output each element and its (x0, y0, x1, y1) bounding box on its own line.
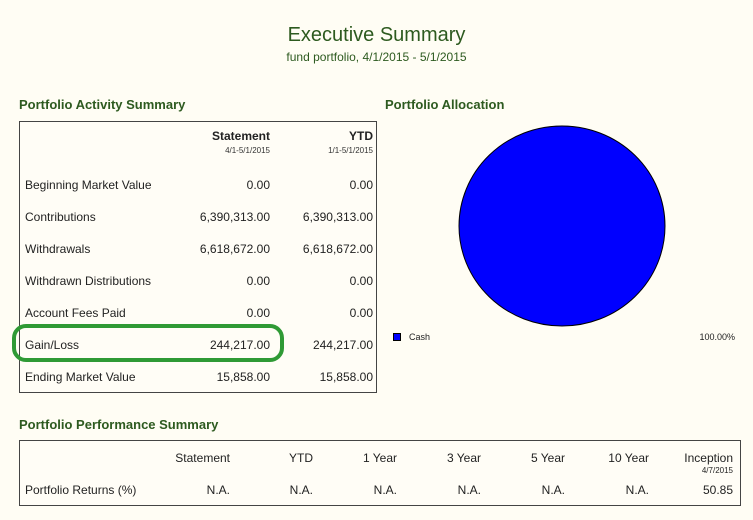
activity-heading: Portfolio Activity Summary (19, 97, 186, 112)
col-header-statement: Statement (211, 129, 270, 143)
row-statement-gain-loss: 244,217.00 (209, 338, 270, 352)
row-ytd-beginning-market-value: 0.00 (349, 178, 373, 192)
perf-val-5-year: N.A. (541, 483, 565, 497)
row-ytd-ending-market-value: 15,858.00 (319, 370, 373, 384)
col-header-ytd: YTD (349, 129, 373, 143)
col-sub-statement: 4/1-5/1/2015 (225, 146, 270, 155)
row-statement-ending-market-value: 15,858.00 (216, 370, 270, 384)
row-ytd-withdrawals: 6,618,672.00 (302, 242, 373, 256)
row-label-gain-loss: Gain/Loss (25, 338, 80, 352)
row-statement-account-fees-paid: 0.00 (246, 306, 270, 320)
legend-percent-cash: 100.00% (699, 332, 735, 342)
row-ytd-gain-loss: 244,217.00 (312, 338, 373, 352)
perf-val-3-year: N.A. (457, 483, 481, 497)
performance-summary-table: Statement YTD 1 Year 3 Year 5 Year 10 Ye… (19, 440, 741, 506)
perf-col-statement: Statement (175, 451, 230, 465)
perf-val-inception: 50.85 (702, 483, 733, 497)
perf-col-5-year: 5 Year (530, 451, 565, 465)
allocation-pie-chart (458, 125, 666, 327)
legend-swatch-cash (393, 333, 401, 341)
pie-slice-cash (458, 125, 666, 327)
perf-col-ytd: YTD (289, 451, 313, 465)
col-sub-ytd: 1/1-5/1/2015 (328, 146, 373, 155)
perf-col-10-year: 10 Year (608, 451, 649, 465)
allocation-heading: Portfolio Allocation (385, 97, 505, 112)
row-label-account-fees-paid: Account Fees Paid (25, 306, 126, 320)
gain-loss-highlight (12, 324, 284, 362)
activity-summary-table: Statement 4/1-5/1/2015 YTD 1/1-5/1/2015 … (19, 121, 377, 393)
perf-val-10-year: N.A. (625, 483, 649, 497)
row-statement-contributions: 6,390,313.00 (199, 210, 270, 224)
row-statement-withdrawals: 6,618,672.00 (199, 242, 270, 256)
perf-sub-inception: 4/7/2015 (701, 466, 733, 475)
row-label-withdrawals: Withdrawals (25, 242, 91, 256)
row-statement-withdrawn-distributions: 0.00 (246, 274, 270, 288)
row-label-beginning-market-value: Beginning Market Value (25, 178, 152, 192)
row-label-contributions: Contributions (25, 210, 96, 224)
row-ytd-contributions: 6,390,313.00 (302, 210, 373, 224)
perf-col-3-year: 3 Year (446, 451, 481, 465)
perf-col-1-year: 1 Year (362, 451, 397, 465)
performance-heading: Portfolio Performance Summary (19, 417, 219, 432)
legend-label-cash: Cash (409, 332, 431, 342)
row-statement-beginning-market-value: 0.00 (246, 178, 270, 192)
perf-col-inception: Inception (684, 451, 733, 465)
page-subtitle: fund portfolio, 4/1/2015 - 5/1/2015 (286, 50, 467, 64)
row-label-withdrawn-distributions: Withdrawn Distributions (25, 274, 152, 288)
perf-val-statement: N.A. (206, 483, 230, 497)
perf-val-ytd: N.A. (289, 483, 313, 497)
perf-val-1-year: N.A. (373, 483, 397, 497)
row-ytd-account-fees-paid: 0.00 (349, 306, 373, 320)
page-title: Executive Summary (287, 24, 466, 46)
perf-row-label: Portfolio Returns (%) (25, 483, 137, 497)
row-label-ending-market-value: Ending Market Value (25, 370, 136, 384)
row-ytd-withdrawn-distributions: 0.00 (349, 274, 373, 288)
